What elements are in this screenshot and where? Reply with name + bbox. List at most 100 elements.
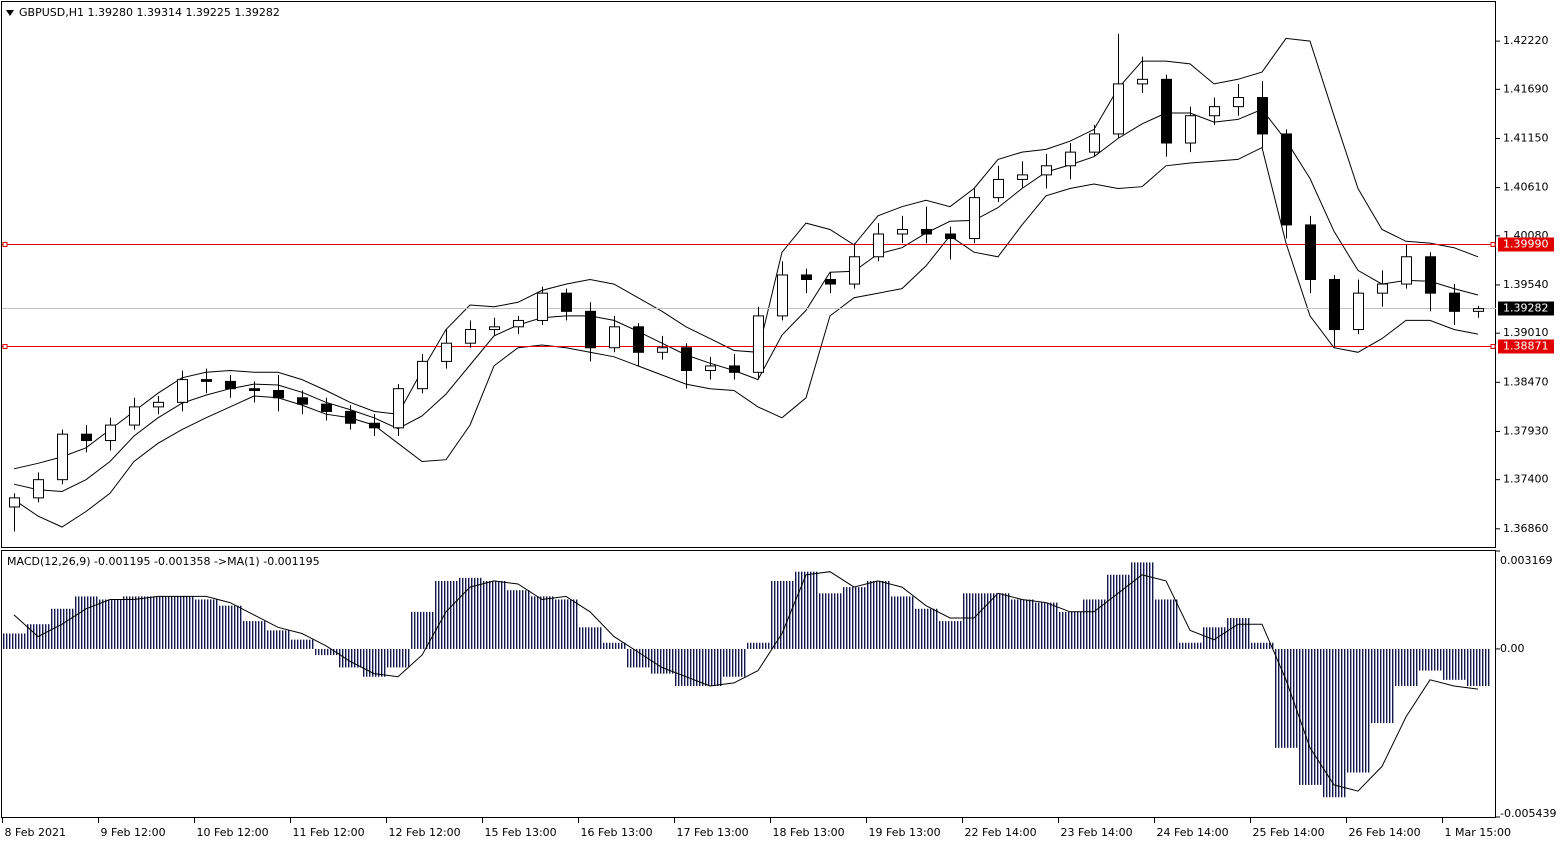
macd-histogram xyxy=(554,599,578,649)
y-tick-label: 1.36860 xyxy=(1503,522,1549,535)
candle-body xyxy=(249,388,260,392)
macd-histogram xyxy=(74,596,98,649)
bid-label-bg xyxy=(1498,301,1554,316)
macd-histogram xyxy=(914,608,938,649)
macd-histogram xyxy=(602,642,626,649)
bollinger-upper xyxy=(13,37,1479,470)
candle-body xyxy=(657,347,668,353)
bollinger-lower xyxy=(13,146,1479,528)
x-tick-label: 12 Feb 12:00 xyxy=(389,826,461,839)
y-tick-label: 1.38470 xyxy=(1503,375,1549,388)
macd-histogram xyxy=(866,580,890,649)
macd-histogram xyxy=(482,580,506,649)
candle-body xyxy=(993,178,1004,199)
macd-histogram xyxy=(1466,648,1490,687)
candle-body xyxy=(1473,308,1484,312)
macd-histogram xyxy=(1274,648,1298,748)
candle-body xyxy=(393,388,404,429)
candle-body xyxy=(1185,115,1196,144)
macd-histogram xyxy=(938,621,962,649)
macd-histogram xyxy=(2,633,26,649)
x-tick-label: 17 Feb 13:00 xyxy=(677,826,749,839)
macd-histogram xyxy=(1370,648,1394,724)
macd-histogram xyxy=(386,648,410,668)
candle-body xyxy=(369,422,380,429)
x-tick-label: 26 Feb 14:00 xyxy=(1349,826,1421,839)
x-tick-label: 25 Feb 14:00 xyxy=(1253,826,1325,839)
macd-histogram xyxy=(698,648,722,687)
candle-body xyxy=(801,274,812,281)
macd-histogram xyxy=(458,577,482,649)
candle-body xyxy=(441,342,452,362)
candle-body xyxy=(153,401,164,408)
candle-body xyxy=(681,347,692,371)
y-tick-label: 1.37930 xyxy=(1503,424,1549,437)
candle-body xyxy=(465,329,476,344)
macd-histogram xyxy=(1346,648,1370,773)
candle-body xyxy=(57,433,68,481)
macd-histogram xyxy=(194,599,218,649)
x-tick-label: 23 Feb 14:00 xyxy=(1061,826,1133,839)
candle-body xyxy=(345,410,356,424)
candle-body xyxy=(1449,292,1460,312)
x-tick-label: 24 Feb 14:00 xyxy=(1157,826,1229,839)
candle-body xyxy=(1089,133,1100,153)
x-tick-label: 8 Feb 2021 xyxy=(5,826,66,839)
macd-histogram xyxy=(626,648,650,668)
y-tick-label: 1.42220 xyxy=(1503,34,1549,47)
macd-histogram xyxy=(98,599,122,649)
level-handle xyxy=(1490,344,1496,349)
candle-body xyxy=(417,360,428,390)
macd-histogram xyxy=(1298,648,1322,785)
macd-histogram xyxy=(290,639,314,649)
candle-body xyxy=(561,292,572,312)
level-handle xyxy=(1490,242,1496,247)
candle-body xyxy=(1401,256,1412,285)
macd-histogram xyxy=(1418,648,1442,671)
macd-histogram xyxy=(314,648,338,656)
level-handle xyxy=(2,242,8,247)
candle-body xyxy=(129,406,140,426)
bollinger-middle xyxy=(13,108,1479,493)
macd-histogram xyxy=(1226,618,1250,649)
y-tick-label: -0.005439 xyxy=(1500,807,1556,820)
x-tick-label: 16 Feb 13:00 xyxy=(581,826,653,839)
candle-body xyxy=(201,379,212,382)
level-label: 1.38871 xyxy=(1503,340,1549,353)
candle-body xyxy=(633,326,644,353)
y-tick-label: 1.39010 xyxy=(1503,326,1549,339)
candle-body xyxy=(1305,224,1316,281)
level-label: 1.39990 xyxy=(1503,238,1549,251)
macd-histogram xyxy=(722,648,746,677)
level-label-bg xyxy=(1498,237,1554,252)
candle-body xyxy=(1233,97,1244,108)
macd-histogram xyxy=(1250,642,1274,649)
x-tick-label: 1 Mar 15:00 xyxy=(1445,826,1511,839)
candle-body xyxy=(321,403,332,412)
candle-body xyxy=(273,390,284,399)
menu-arrow[interactable] xyxy=(6,10,14,16)
candle-body xyxy=(585,310,596,349)
macd-histogram xyxy=(578,627,602,649)
y-tick-label: 1.40610 xyxy=(1503,181,1549,194)
macd-histogram xyxy=(362,648,386,677)
macd-histogram xyxy=(1082,599,1106,649)
candle-body xyxy=(513,319,524,328)
candle-body xyxy=(225,380,236,390)
macd-histogram xyxy=(1034,602,1058,649)
y-tick-label: 1.41690 xyxy=(1503,82,1549,95)
x-tick-label: 11 Feb 12:00 xyxy=(293,826,365,839)
candle-body xyxy=(1017,174,1028,180)
x-tick-label: 18 Feb 13:00 xyxy=(773,826,845,839)
candle-body xyxy=(1281,133,1292,226)
macd-histogram xyxy=(1442,648,1466,680)
candle-body xyxy=(1161,78,1172,144)
x-tick-label: 9 Feb 12:00 xyxy=(101,826,166,839)
candle-body xyxy=(1353,292,1364,331)
macd-histogram xyxy=(842,587,866,649)
macd-histogram xyxy=(170,596,194,649)
macd-histogram xyxy=(146,596,170,649)
candle-body xyxy=(705,365,716,371)
candle-body xyxy=(873,233,884,258)
